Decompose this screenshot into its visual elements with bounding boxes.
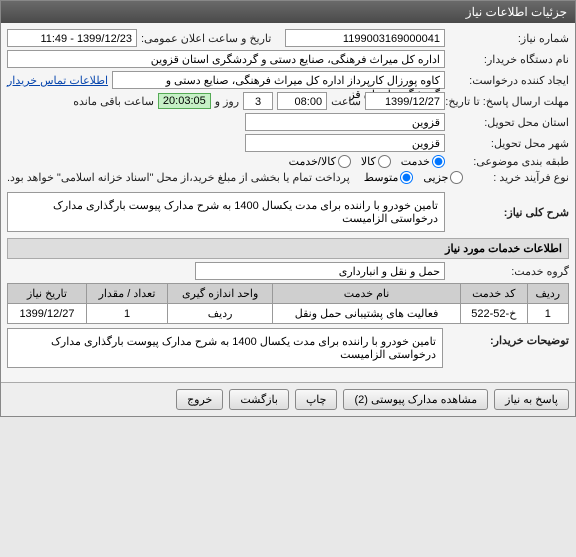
back-button[interactable]: بازگشت [229,389,289,410]
th-name: نام خدمت [273,284,461,304]
buy-note: پرداخت تمام یا بخشی از مبلغ خرید،از محل … [7,171,350,184]
cat-goods-label: کالا [361,155,376,168]
footer-bar: پاسخ به نیاز مشاهده مدارک پیوستی (2) چاپ… [1,382,575,416]
contact-link[interactable]: اطلاعات تماس خریدار [7,74,108,87]
city-value: قزوین [245,134,445,152]
cat-goods[interactable]: کالا [361,155,391,168]
cat-both[interactable]: کالا/خدمت [289,155,351,168]
province-label: استان محل تحویل: [449,116,569,129]
requester-label: ایجاد کننده درخواست: [449,74,569,87]
td-qty: 1 [86,304,167,324]
th-unit: واحد اندازه گیری [168,284,273,304]
cat-radio-group: خدمت کالا کالا/خدمت [289,155,445,168]
details-window: جزئیات اطلاعات نیاز شماره نیاز: 11990031… [0,0,576,417]
content-area: شماره نیاز: 1199003169000041 تاریخ و ساع… [1,23,575,374]
td-unit: ردیف [168,304,273,324]
deadline-date: 1399/12/27 [365,92,445,110]
th-row: ردیف [527,284,568,304]
service-group-label: گروه خدمت: [449,265,569,278]
exit-button[interactable]: خروج [176,389,223,410]
buy-partial-label: جزیی [423,171,448,184]
buy-radio-group: جزیی متوسط [364,171,464,184]
buy-medium-label: متوسط [364,171,399,184]
th-date: تاریخ نیاز [8,284,87,304]
reply-button[interactable]: پاسخ به نیاز [494,389,569,410]
services-table: ردیف کد خدمت نام خدمت واحد اندازه گیری ت… [7,283,569,324]
deadline-label: مهلت ارسال پاسخ: تا تاریخ: [449,95,569,108]
td-date: 1399/12/27 [8,304,87,324]
window-title: جزئیات اطلاعات نیاز [1,1,575,23]
cat-goods-radio[interactable] [378,155,391,168]
cat-both-label: کالا/خدمت [289,155,336,168]
buy-medium[interactable]: متوسط [364,171,414,184]
buyer-note-text: تامین خودرو با راننده برای مدت یکسال 140… [7,328,443,368]
th-code: کد خدمت [461,284,528,304]
announce-value: 1399/12/23 - 11:49 [7,29,137,47]
announce-label: تاریخ و ساعت اعلان عمومی: [141,32,271,45]
deadline-time-label: ساعت [331,95,361,108]
need-desc-text: تامین خودرو با راننده برای مدت یکسال 140… [7,192,445,232]
print-button[interactable]: چاپ [295,389,338,410]
services-section-header: اطلاعات خدمات مورد نیاز [7,238,569,259]
buy-partial-radio[interactable] [450,171,463,184]
service-group-value: حمل و نقل و انبارداری [195,262,445,280]
td-row: 1 [527,304,568,324]
cat-service-radio[interactable] [432,155,445,168]
need-desc-label: شرح کلی نیاز: [449,206,569,219]
buyer-note-label: توضیحات خریدار: [449,328,569,368]
deadline-time: 08:00 [277,92,327,110]
td-code: خ-52-522 [461,304,528,324]
th-qty: تعداد / مقدار [86,284,167,304]
need-no-label: شماره نیاز: [449,32,569,45]
province-value: قزوین [245,113,445,131]
cat-both-radio[interactable] [338,155,351,168]
city-label: شهر محل تحویل: [449,137,569,150]
buyer-org-value: اداره کل میراث فرهنگی، صنایع دستی و گردش… [7,50,445,68]
td-name: فعالیت های پشتیبانی حمل ونقل [273,304,461,324]
remaining-time: 20:03:05 [158,93,211,109]
cat-label: طبقه بندی موضوعی: [449,155,569,168]
remaining-suffix: ساعت باقی مانده [73,95,154,108]
requester-value: کاوه پورزال کارپرداز اداره کل میراث فرهن… [112,71,445,89]
remaining-days: 3 [243,92,273,110]
need-no-value: 1199003169000041 [285,29,445,47]
buyer-org-label: نام دستگاه خریدار: [449,53,569,66]
attachments-button[interactable]: مشاهده مدارک پیوستی (2) [343,389,488,410]
cat-service[interactable]: خدمت [401,155,445,168]
cat-service-label: خدمت [401,155,430,168]
buy-type-label: نوع فرآیند خرید : [467,171,569,184]
table-row: 1 خ-52-522 فعالیت های پشتیبانی حمل ونقل … [8,304,569,324]
buy-medium-radio[interactable] [400,171,413,184]
remaining-days-label: روز و [215,95,239,108]
buy-partial[interactable]: جزیی [423,171,463,184]
